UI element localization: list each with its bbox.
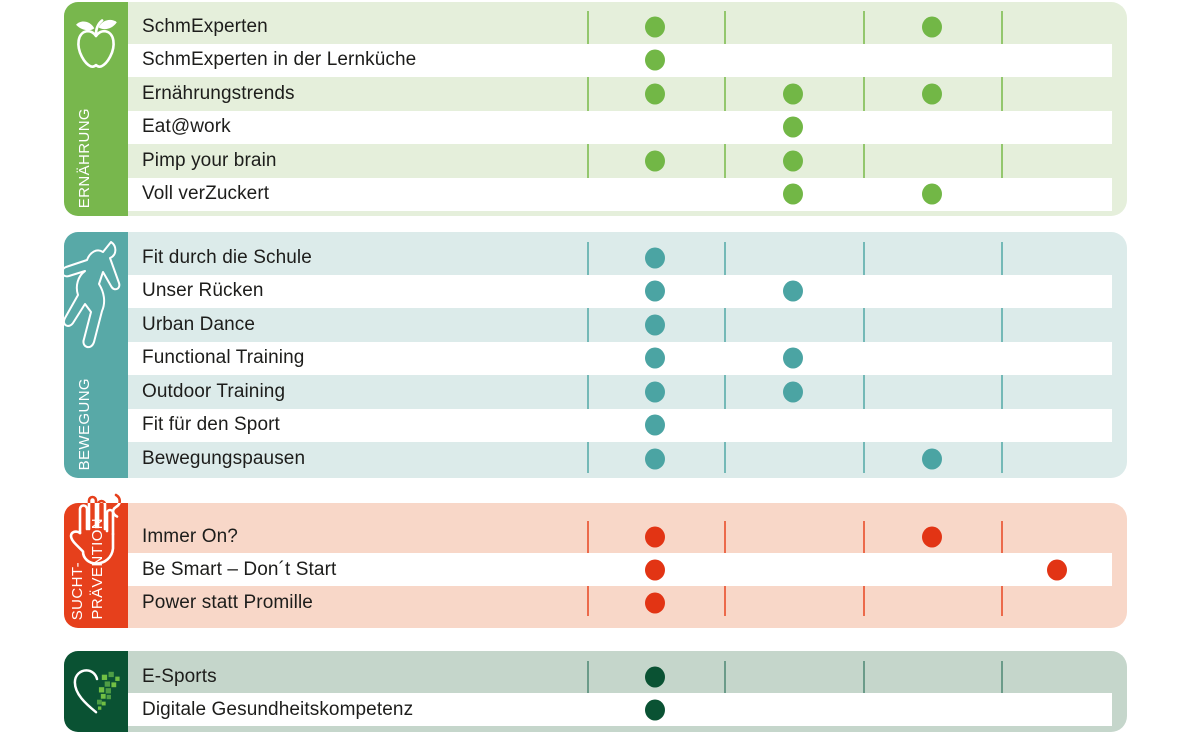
category-label: ERNÄHRUNG	[76, 107, 93, 208]
category-box-digitale-gesundheit: E-Sports Digitale Gesundheitskompetenz	[128, 651, 1127, 732]
column-separator	[587, 661, 589, 723]
offer-dot	[645, 448, 665, 470]
program-label: Digitale Gesundheitskompetenz	[142, 698, 414, 720]
program-row: Bewegungspausen	[128, 442, 1112, 476]
offer-dot	[645, 666, 665, 687]
program-label: Fit durch die Schule	[142, 246, 312, 268]
program-label: Eat@work	[142, 116, 231, 138]
offer-dot	[645, 526, 665, 547]
program-label: Be Smart – Don´t Start	[142, 558, 337, 580]
offer-dot	[783, 381, 803, 403]
program-label: Immer On?	[142, 525, 238, 547]
program-row: Urban Dance	[128, 308, 1112, 342]
program-row: Pimp your brain	[128, 144, 1112, 178]
category-box-bewegung: Fit durch die Schule Unser Rücken Urban Da…	[128, 232, 1127, 478]
column-separator	[587, 11, 589, 208]
program-row: Functional Training	[128, 341, 1112, 375]
offer-dot	[783, 150, 803, 172]
offer-dot	[922, 448, 942, 470]
program-row: Unser Rücken	[128, 274, 1112, 308]
offer-dot	[645, 559, 665, 580]
jumping-person-icon	[64, 236, 128, 392]
program-label: SchmExperten in der Lernküche	[142, 49, 417, 71]
stop-hand-fingertip-overflow	[66, 489, 122, 503]
category-section-ernaehrung: ERNÄHRUNG SchmExperten SchmExperten in der…	[0, 2, 1200, 216]
column-separator	[1001, 661, 1003, 723]
offer-dot	[645, 414, 665, 436]
program-label: Pimp your brain	[142, 149, 277, 171]
program-row: Ernährungstrends	[128, 77, 1112, 111]
offer-dot	[783, 116, 803, 138]
stop-hand-icon	[66, 503, 122, 569]
program-label: Voll verZuckert	[142, 183, 270, 205]
stop-hand-icon	[66, 489, 122, 569]
program-label: SchmExperten	[142, 15, 268, 37]
program-row: Eat@work	[128, 110, 1112, 144]
offer-dot	[645, 699, 665, 720]
program-row: Fit für den Sport	[128, 408, 1112, 442]
offer-dot	[783, 183, 803, 205]
offer-dot	[645, 247, 665, 269]
category-label: SUCHT-	[69, 561, 86, 620]
program-label: Urban Dance	[142, 313, 256, 335]
program-row: Be Smart – Don´t Start	[128, 553, 1112, 586]
offer-dot	[645, 83, 665, 105]
column-separator	[1001, 11, 1003, 208]
program-row: Immer On?	[128, 520, 1112, 553]
offer-dot	[645, 16, 665, 38]
program-row: Power statt Promille	[128, 586, 1112, 619]
offer-dot	[1047, 559, 1067, 580]
offer-dot	[783, 280, 803, 302]
offer-dot	[645, 381, 665, 403]
offer-dot	[645, 347, 665, 369]
apple-icon	[70, 10, 122, 76]
category-label: PRÄVENTION	[89, 518, 106, 620]
program-label: Fit für den Sport	[142, 414, 280, 436]
program-label: E-Sports	[142, 665, 217, 687]
offer-dot	[645, 314, 665, 336]
offer-dot	[922, 83, 942, 105]
category-tab-suchtpraevention: SUCHT- PRÄVENTION	[64, 493, 128, 628]
category-label: BEWEGUNG	[76, 377, 93, 470]
offer-dot	[783, 83, 803, 105]
category-tab-bewegung: BEWEGUNG	[64, 232, 128, 478]
offer-dot	[645, 150, 665, 172]
program-row: E-Sports	[128, 660, 1112, 693]
program-label: Outdoor Training	[142, 380, 286, 402]
category-box-ernaehrung: SchmExperten SchmExperten in der Lernküch…	[128, 2, 1127, 216]
program-label: Functional Training	[142, 347, 305, 369]
program-row: Digitale Gesundheitskompetenz	[128, 693, 1112, 726]
category-section-digitale-gesundheit: E-Sports Digitale Gesundheitskompetenz	[0, 651, 1200, 732]
program-label: Unser Rücken	[142, 280, 264, 302]
offer-dot	[645, 49, 665, 71]
column-separator	[863, 661, 865, 723]
column-separator	[724, 661, 726, 723]
program-row: Fit durch die Schule	[128, 241, 1112, 275]
category-section-bewegung: BEWEGUNG Fit durch die Schule Unser Rücken…	[0, 232, 1200, 478]
offer-dot	[645, 592, 665, 613]
program-row: Voll verZuckert	[128, 177, 1112, 211]
program-row: Outdoor Training	[128, 375, 1112, 409]
offer-dot	[922, 16, 942, 38]
program-label: Bewegungspausen	[142, 447, 306, 469]
category-tab-ernaehrung: ERNÄHRUNG	[64, 2, 128, 216]
offer-dot	[783, 347, 803, 369]
program-row: SchmExperten	[128, 10, 1112, 44]
category-tab-digitale-gesundheit	[64, 651, 128, 732]
program-label: Ernährungstrends	[142, 82, 295, 104]
pixel-heart-icon	[70, 667, 124, 717]
category-box-suchtpraevention: Immer On? Be Smart – Don´t Start Power sta…	[128, 503, 1127, 628]
column-separator	[863, 11, 865, 208]
offer-dot	[922, 183, 942, 205]
offer-dot	[645, 280, 665, 302]
category-section-suchtpraevention: SUCHT- PRÄVENTION Immer On? Be Smart – Don´…	[0, 493, 1200, 628]
program-row: SchmExperten in der Lernküche	[128, 43, 1112, 77]
program-label: Power statt Promille	[142, 591, 313, 613]
offer-dot	[922, 526, 942, 547]
column-separator	[724, 11, 726, 208]
